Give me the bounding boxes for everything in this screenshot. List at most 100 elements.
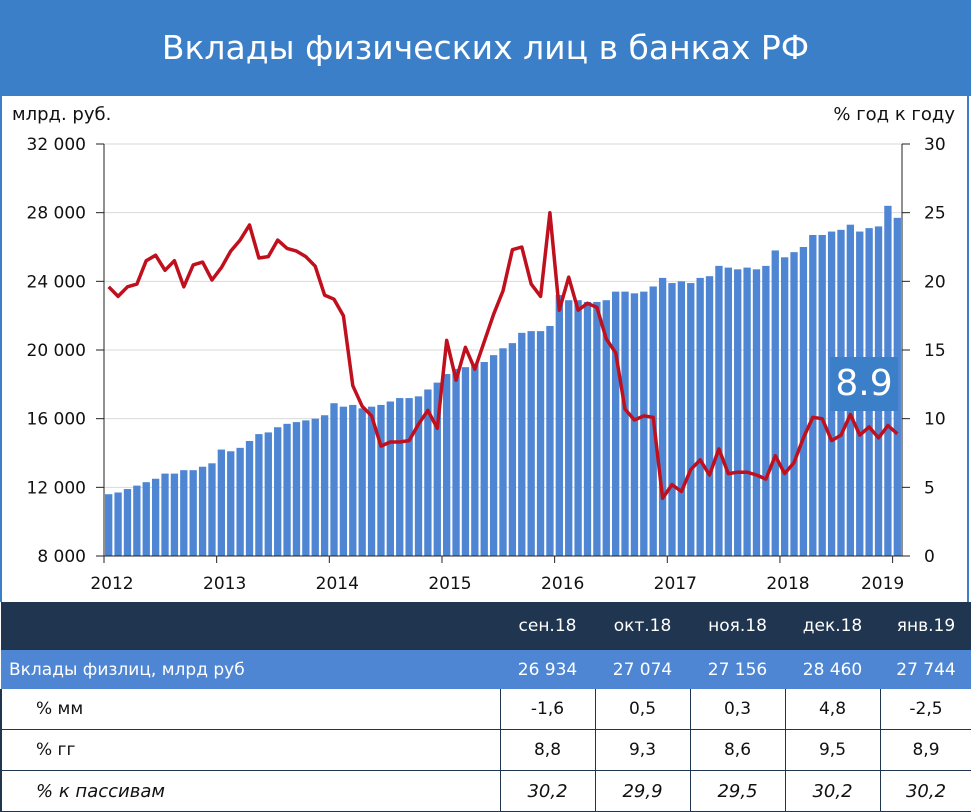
bar-series [105, 205, 901, 557]
table-cell: 30,2 [500, 770, 596, 812]
table-cell: 30,2 [880, 770, 971, 812]
bar [705, 276, 714, 556]
table-row: % к пассивам 30,2 29,9 29,5 30,2 30,2 [0, 770, 971, 812]
x-tick-label: 2013 [203, 574, 246, 594]
bar [198, 466, 207, 556]
table-cell: 29,5 [690, 770, 786, 812]
bar [715, 265, 723, 556]
bar [696, 277, 704, 556]
right-tick-label: 0 [924, 547, 935, 567]
bar [574, 300, 582, 556]
row-label: % к пассивам [0, 770, 501, 812]
bar [133, 485, 141, 556]
left-axis-unit: млрд. руб. [12, 104, 111, 125]
line-series [107, 210, 899, 501]
bar [349, 404, 357, 556]
bar [809, 234, 817, 556]
bar [555, 295, 563, 556]
bar [414, 396, 423, 556]
bar [593, 301, 601, 556]
bar [518, 332, 526, 556]
chart-title: Вклады физических лиц в банках РФ [161, 28, 810, 67]
bar [790, 252, 798, 556]
bar [405, 398, 413, 556]
bar [536, 331, 545, 556]
bar [330, 403, 338, 556]
right-tick-label: 15 [924, 341, 946, 361]
row-label: % гг [0, 729, 501, 771]
x-tick-label: 2014 [316, 574, 359, 594]
axis-labels: 8 000 12 000 16 000 20 000 24 000 28 000 32 00… [27, 135, 946, 594]
bar [489, 355, 498, 556]
bar [151, 478, 160, 556]
table-cell: 9,5 [785, 729, 881, 771]
right-tick-label: 10 [924, 410, 946, 430]
bar [386, 401, 395, 556]
bar [602, 300, 610, 556]
x-tick-label: 2019 [861, 574, 904, 594]
table-cell: 4,8 [785, 689, 881, 730]
bar [799, 247, 808, 556]
bar [780, 257, 789, 556]
left-tick-label: 24 000 [27, 272, 86, 292]
column-header: дек.18 [785, 602, 880, 650]
bar [302, 420, 310, 556]
bar [743, 267, 751, 556]
bar [443, 374, 451, 556]
row-label: % мм [0, 689, 501, 730]
table-cell: 30,2 [785, 770, 881, 812]
right-axis-unit: % год к году [833, 104, 955, 125]
axes [96, 143, 910, 563]
bar [461, 367, 470, 556]
bar [762, 265, 770, 556]
table-cell: 9,3 [595, 729, 691, 771]
left-tick-label: 12 000 [27, 478, 86, 498]
table-cell: 8,9 [880, 729, 971, 771]
left-tick-label: 8 000 [37, 547, 86, 567]
x-tick-label: 2018 [766, 574, 809, 594]
left-tick-label: 32 000 [27, 135, 86, 155]
left-tick-label: 28 000 [27, 204, 86, 224]
bar [264, 432, 272, 556]
bar [292, 422, 301, 556]
bar [142, 482, 150, 556]
bar [734, 269, 742, 556]
bar [320, 415, 329, 556]
table-header-row: сен.18 окт.18 ноя.18 дек.18 янв.19 [1, 602, 971, 650]
bar [771, 250, 779, 556]
bar [227, 451, 235, 556]
bar [752, 269, 761, 556]
bar [245, 440, 254, 556]
chart-svg: 8 000 12 000 16 000 20 000 24 000 28 000 32 00… [12, 104, 955, 594]
table-cell: 0,3 [690, 689, 786, 730]
x-tick-label: 2015 [428, 574, 471, 594]
table-cell: 0,5 [595, 689, 691, 730]
bar [687, 283, 695, 556]
bar [433, 382, 441, 556]
table-cell: -2,5 [880, 689, 971, 730]
right-tick-label: 30 [924, 135, 946, 155]
data-table: сен.18 окт.18 ноя.18 дек.18 янв.19 Вклад… [0, 602, 971, 812]
bar [105, 494, 113, 556]
bar [546, 325, 554, 556]
bar [583, 301, 592, 556]
left-tick-label: 16 000 [27, 410, 86, 430]
header-bar: Вклады физических лиц в банках РФ [0, 0, 971, 96]
bar [161, 473, 169, 556]
column-header: окт.18 [595, 602, 690, 650]
x-tick-label: 2016 [541, 574, 584, 594]
bar [396, 398, 404, 556]
table-cell: 8,8 [500, 729, 596, 771]
right-tick-label: 5 [924, 478, 935, 498]
table-cell: 27 156 [690, 650, 785, 689]
bar [508, 343, 517, 556]
bar [527, 331, 535, 556]
table-cell: -1,6 [500, 689, 596, 730]
bar [677, 281, 686, 556]
chart-frame [0, 96, 969, 602]
row-label: Вклады физлиц, млрд руб [1, 650, 500, 689]
bar [189, 470, 197, 556]
bar [377, 404, 385, 556]
bar [471, 363, 479, 556]
bar [236, 447, 244, 556]
